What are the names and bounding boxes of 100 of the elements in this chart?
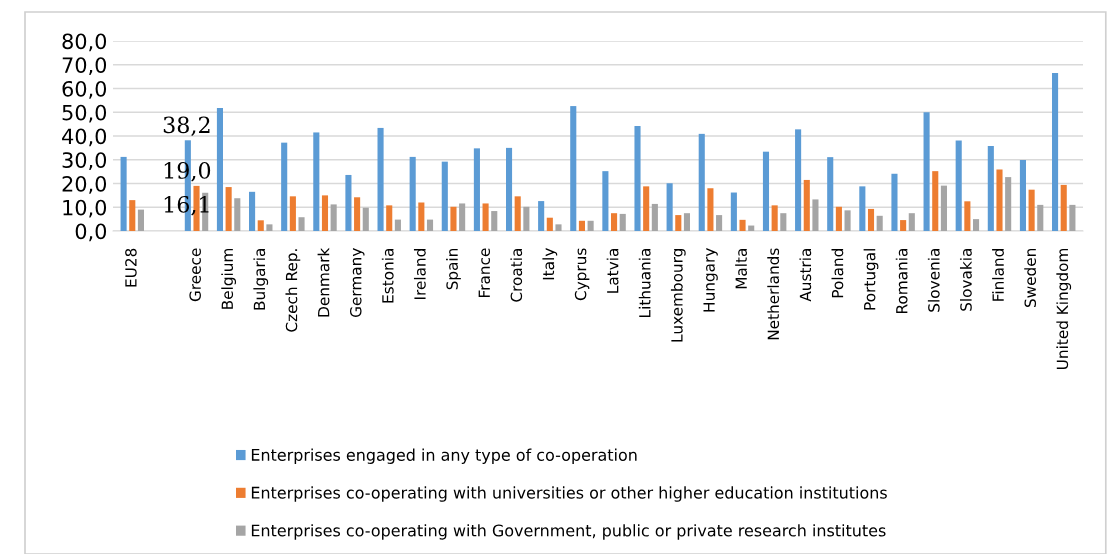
bar [298,217,305,231]
bar [289,196,296,231]
x-tick-label: Croatia [510,249,523,302]
bar [281,142,288,231]
y-tick-label: 60,0 [62,80,107,99]
x-tick-label: Cyprus [574,248,590,301]
y-tick-label: 70,0 [62,57,107,76]
bar [675,215,682,231]
bar [611,213,618,231]
bar [996,169,1003,231]
x-tick-label: Netherlands [767,248,780,340]
bar [844,210,851,231]
bar [634,126,641,231]
bar [538,201,545,231]
x-tick-label: Hungary [703,248,718,312]
bar [450,206,457,231]
bar [570,106,577,231]
x-tick-label: Sweden [1024,248,1037,308]
y-tick-label: 80,0 [62,33,107,52]
bar [619,213,626,231]
x-tick-label: Bulgaria [253,249,269,310]
bar [972,219,980,231]
y-tick-label: 0,0 [75,223,107,242]
x-tick-label: Finland [992,249,1004,301]
bar [216,107,224,231]
annotation: 38,2 [163,116,210,136]
bar [908,213,915,231]
bar [698,133,705,231]
bar [330,204,337,231]
x-tick-label: Slovakia [959,249,972,311]
bar [812,199,819,231]
bar [354,197,361,231]
x-tick-label: Portugal [863,249,879,310]
x-tick-label: Slovenia [927,249,940,312]
x-tick-label: Malta [735,249,747,289]
x-tick-label: Austria [799,249,812,302]
bar [867,208,875,231]
bar [394,219,401,231]
bar [120,156,127,231]
bar [362,207,369,231]
x-tick-label: Poland [831,249,844,298]
bar [386,205,393,231]
bar [234,198,241,231]
y-tick-label: 30,0 [62,152,107,171]
bar [643,186,650,231]
x-tick-label: Latvia [606,249,619,293]
bar [482,203,489,231]
x-tick-label: Denmark [317,247,330,317]
y-tick-label: 10,0 [63,199,107,218]
bar [964,201,971,231]
bar [578,220,585,231]
bar [940,185,947,231]
x-tick-label: Italy [542,248,558,280]
legend-label: Enterprises engaged in any type of co-operation [251,448,637,464]
bar [313,132,320,231]
x-tick-label: Estonia [381,249,394,303]
bar [891,173,898,231]
bar [523,206,530,231]
bar [955,140,962,231]
x-tick-label: Spain [446,248,461,290]
bar [555,224,562,231]
bar [418,202,425,231]
bar [1005,177,1012,231]
bar [835,206,842,231]
x-tick-label: France [478,248,491,297]
x-tick-label: Germany [349,248,365,318]
bar [602,171,609,231]
bar [827,157,834,231]
bar [514,196,521,231]
x-tick-label: EU28 [125,248,137,287]
bar [129,200,136,231]
bar [730,192,737,231]
bar [505,147,513,231]
bar [473,148,480,231]
bar [762,151,770,231]
bar [666,183,673,231]
bar [739,219,746,231]
bar [1037,204,1044,231]
bar [1060,184,1067,231]
x-tick-label: Luxembourg [670,249,686,342]
bar [426,219,434,231]
bar [1069,204,1076,231]
bar [266,224,273,231]
bar [546,217,553,231]
bar [780,213,787,231]
bar [683,213,691,231]
x-tick-label: Lithuania [638,249,651,317]
x-tick-label: Czech Rep. [285,249,301,332]
bar [771,205,778,231]
x-tick-label: Greece [189,248,201,302]
bar [795,129,802,231]
bar [441,161,448,231]
bar [225,187,232,231]
bar [345,174,352,231]
bar [491,211,498,231]
bar [748,225,755,231]
bar [1028,189,1035,231]
x-tick-label: United Kingdom [1056,248,1072,369]
legend-label: Enterprises co-operating with Government, public or private research institutes [251,524,886,540]
y-tick-label: 40,0 [62,128,107,147]
